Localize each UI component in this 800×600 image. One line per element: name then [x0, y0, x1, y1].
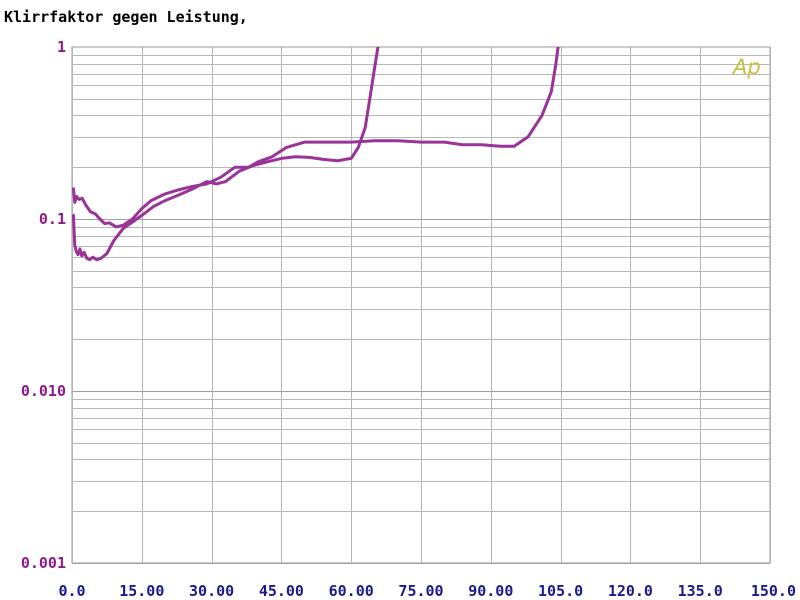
chart-title: Klirrfaktor gegen Leistung, [4, 8, 248, 26]
ap-watermark: Ap [731, 55, 761, 79]
x-tick-label: 90.00 [468, 582, 513, 600]
x-tick-label: 45.00 [259, 582, 304, 600]
chart-tick-labels: 0.001 0.010 0.1 1 0.0 15.00 30.00 45.00 60.00 75.… [21, 38, 796, 600]
x-tick-label: 150.0 [751, 582, 796, 600]
y-tick-label: 0.001 [21, 554, 66, 572]
chart-series [72, 47, 560, 262]
x-tick-label: 135.0 [678, 582, 723, 600]
chart-grid [71, 46, 771, 564]
x-tick-label: 30.00 [189, 582, 234, 600]
x-tick-label: 75.00 [398, 582, 443, 600]
x-tick-label: 15.00 [119, 582, 164, 600]
x-tick-label: 105.0 [538, 582, 583, 600]
y-tick-label: 0.010 [21, 382, 66, 400]
series-line-1 [72, 47, 380, 262]
y-tick-label: 1 [57, 38, 66, 56]
x-tick-label: 120.0 [608, 582, 653, 600]
series-line-2 [72, 47, 560, 229]
x-tick-label: 60.00 [329, 582, 374, 600]
x-tick-label: 0.0 [58, 582, 85, 600]
y-tick-label: 0.1 [39, 210, 66, 228]
